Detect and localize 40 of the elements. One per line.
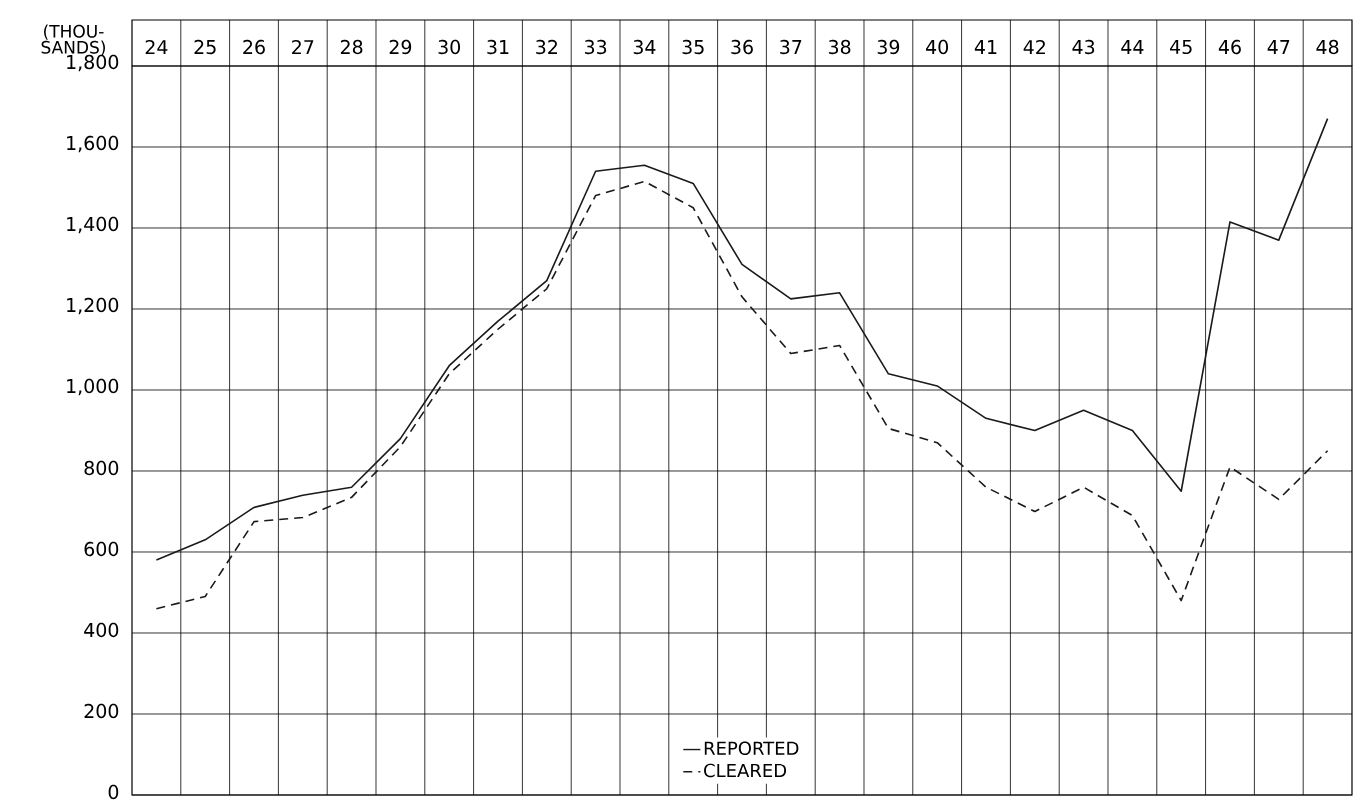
x-tick-label: 45 bbox=[1170, 40, 1192, 55]
x-tick-label: 28 bbox=[340, 40, 363, 55]
x-tick-label: 41 bbox=[974, 40, 997, 55]
x-tick-label: 46 bbox=[1218, 40, 1241, 55]
line-series bbox=[155, 180, 1329, 610]
x-tick-label: 27 bbox=[292, 40, 314, 55]
y-tick-label: 800 bbox=[84, 461, 119, 476]
x-tick-label: 43 bbox=[1072, 40, 1095, 55]
y-tick-label: 1,600 bbox=[67, 136, 119, 153]
line-series bbox=[155, 118, 1329, 562]
y-tick-label: 1,800 bbox=[67, 55, 119, 72]
x-tick-label: 26 bbox=[243, 40, 265, 55]
x-tick-label: 33 bbox=[584, 40, 607, 55]
x-tick-label: 40 bbox=[926, 40, 949, 55]
y-tick-label: 200 bbox=[84, 704, 119, 719]
y-tick-label: 1,200 bbox=[67, 298, 119, 315]
x-tick-label: 32 bbox=[536, 40, 557, 55]
x-tick-label: 39 bbox=[877, 40, 900, 55]
x-tick-label: 24 bbox=[145, 40, 168, 55]
y-tick-label: 1,400 bbox=[67, 217, 119, 234]
x-tick-label: 47 bbox=[1267, 40, 1290, 55]
y-tick-label: 1,000 bbox=[67, 379, 119, 396]
x-tick-label: 25 bbox=[194, 40, 216, 55]
x-tick-label: 42 bbox=[1023, 40, 1045, 55]
x-tick-label: 31 bbox=[487, 40, 509, 55]
x-tick-label: 48 bbox=[1316, 40, 1339, 55]
x-tick-label: 34 bbox=[633, 40, 656, 55]
x-tick-label: 36 bbox=[731, 40, 753, 55]
x-tick-label: 29 bbox=[389, 40, 412, 55]
legend-label: REPORTED bbox=[704, 741, 799, 756]
x-tick-label: 38 bbox=[828, 40, 851, 55]
y-tick-label: 0 bbox=[108, 785, 119, 800]
y-axis-title: (THOU- SANDS) bbox=[41, 24, 105, 56]
x-tick-label: 35 bbox=[682, 40, 704, 55]
x-tick-label: 30 bbox=[438, 40, 461, 55]
legend-label: CLEARED bbox=[704, 763, 787, 778]
x-tick-label: 37 bbox=[780, 40, 802, 55]
x-tick-label: 44 bbox=[1121, 40, 1144, 55]
y-tick-label: 400 bbox=[84, 623, 119, 638]
y-tick-label: 600 bbox=[84, 542, 119, 557]
